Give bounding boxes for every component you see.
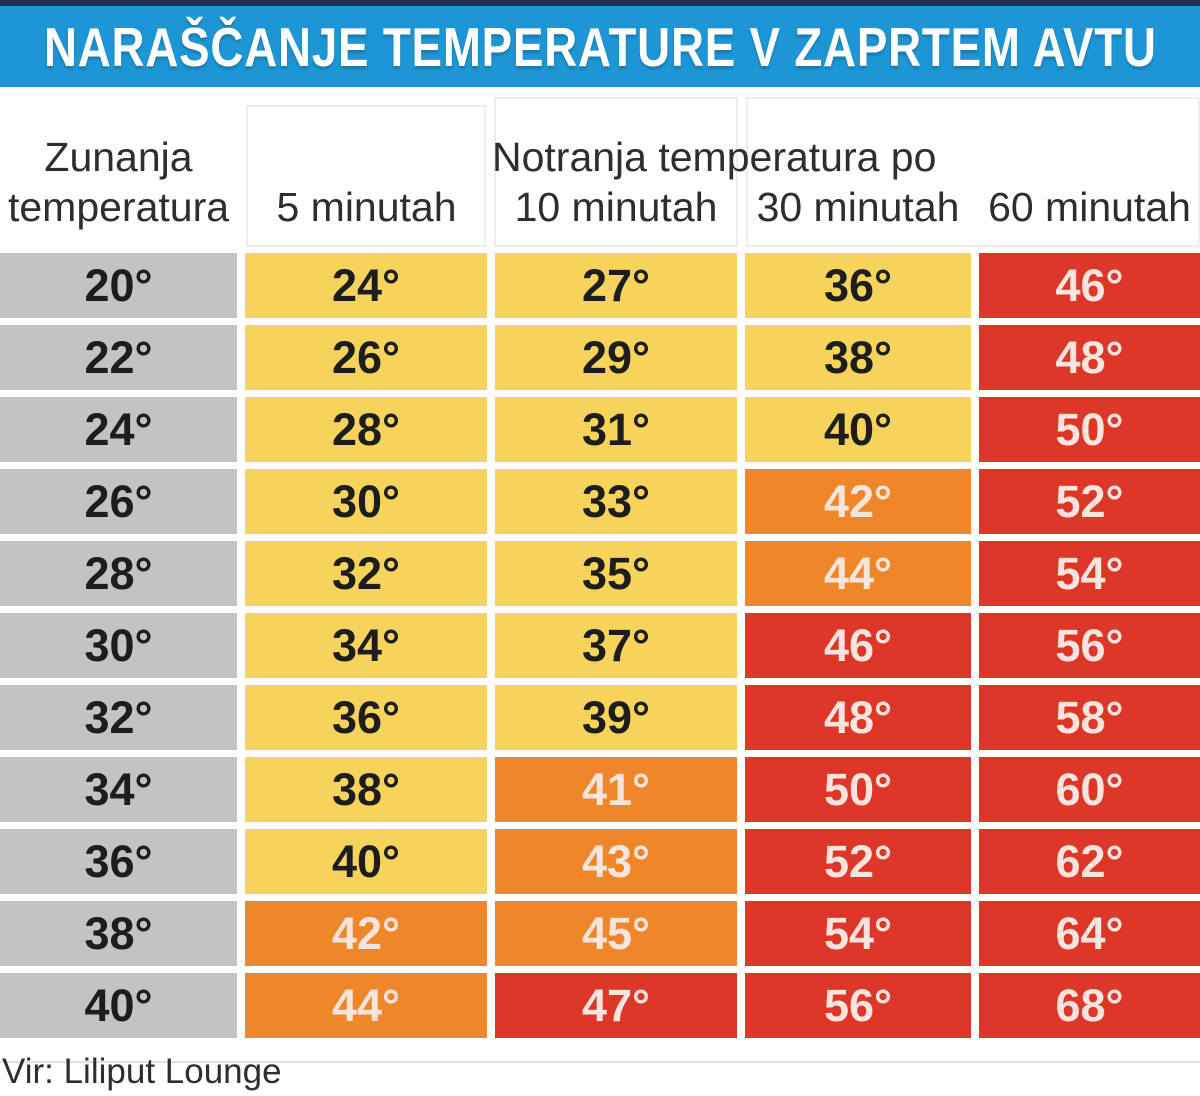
inner-temp-cell: 28° [245, 397, 487, 462]
inner-temp-cell: 56° [745, 973, 971, 1038]
inner-temp-cell: 45° [495, 901, 737, 966]
outside-temp-cell: 36° [0, 829, 237, 894]
header-card-30-60min [746, 97, 1200, 247]
col-header-5-minutah: 5 minutah [276, 184, 457, 230]
inner-temp-cell: 42° [745, 469, 971, 534]
outside-temp-cell: 20° [0, 253, 237, 318]
inner-temp-cell: 54° [745, 901, 971, 966]
inner-temp-cell: 48° [745, 685, 971, 750]
col-header-30-minutah: 30 minutah [756, 184, 960, 230]
inner-temp-cell: 60° [979, 757, 1200, 822]
outside-temp-cell: 28° [0, 541, 237, 606]
inner-temp-cell: 39° [495, 685, 737, 750]
outside-temp-cell: 34° [0, 757, 237, 822]
inner-temp-cell: 42° [245, 901, 487, 966]
inner-temp-cell: 68° [979, 973, 1200, 1038]
inner-temp-cell: 46° [745, 613, 971, 678]
inner-temp-cell: 52° [979, 469, 1200, 534]
temperature-table: 20° 24° 27° 36° 46° 22° 26° 29° 38° 48° 24° 28° 31° 4… [0, 253, 1200, 1038]
inner-temp-cell: 35° [495, 541, 737, 606]
outside-temp-cell: 38° [0, 901, 237, 966]
outside-temp-cell: 24° [0, 397, 237, 462]
inner-temp-cell: 43° [495, 829, 737, 894]
col-header-60-minutah: 60 minutah [988, 184, 1191, 230]
inside-temp-group-label: Notranja temperatura po [492, 134, 937, 180]
inner-temp-cell: 40° [745, 397, 971, 462]
outside-temp-column-header: Zunanja temperatura [0, 132, 237, 232]
inner-temp-cell: 47° [495, 973, 737, 1038]
outside-temp-cell: 32° [0, 685, 237, 750]
inner-temp-cell: 33° [495, 469, 737, 534]
inner-temp-cell: 46° [979, 253, 1200, 318]
inner-temp-cell: 54° [979, 541, 1200, 606]
inner-temp-cell: 44° [245, 973, 487, 1038]
inner-temp-cell: 50° [979, 397, 1200, 462]
header-card-5min [246, 105, 486, 247]
title-bar: NARAŠČANJE TEMPERATURE V ZAPRTEM AVTU [0, 6, 1200, 87]
inner-temp-cell: 29° [495, 325, 737, 390]
outside-temp-cell: 26° [0, 469, 237, 534]
col-header-10-minutah: 10 minutah [514, 184, 718, 230]
inner-temp-cell: 32° [245, 541, 487, 606]
inner-temp-cell: 34° [245, 613, 487, 678]
inner-temp-cell: 50° [745, 757, 971, 822]
outside-temp-cell: 40° [0, 973, 237, 1038]
inner-temp-cell: 41° [495, 757, 737, 822]
inner-temp-cell: 48° [979, 325, 1200, 390]
inner-temp-cell: 36° [245, 685, 487, 750]
inner-temp-cell: 24° [245, 253, 487, 318]
inner-temp-cell: 30° [245, 469, 487, 534]
outside-temp-cell: 22° [0, 325, 237, 390]
footer-divider [0, 1061, 1200, 1063]
inner-temp-cell: 38° [745, 325, 971, 390]
inner-temp-cell: 64° [979, 901, 1200, 966]
inner-temp-cell: 62° [979, 829, 1200, 894]
inner-temp-cell: 26° [245, 325, 487, 390]
inner-temp-cell: 31° [495, 397, 737, 462]
inner-temp-cell: 27° [495, 253, 737, 318]
outside-temp-label-line1: Zunanja [44, 134, 193, 180]
inner-temp-cell: 56° [979, 613, 1200, 678]
source-credit: Vir: Liliput Lounge [2, 1052, 282, 1091]
outside-temp-label-line2: temperatura [7, 184, 230, 230]
outside-temp-cell: 30° [0, 613, 237, 678]
inner-temp-cell: 52° [745, 829, 971, 894]
inner-temp-cell: 37° [495, 613, 737, 678]
header-card-10min [494, 97, 738, 247]
inner-temp-cell: 44° [745, 541, 971, 606]
inner-temp-cell: 36° [745, 253, 971, 318]
table-header: Zunanja temperatura Notranja temperatura… [0, 87, 1200, 253]
inner-temp-cell: 38° [245, 757, 487, 822]
top-accent-strip [0, 0, 1200, 6]
page-title: NARAŠČANJE TEMPERATURE V ZAPRTEM AVTU [43, 15, 1157, 78]
inner-temp-cell: 58° [979, 685, 1200, 750]
inner-temp-cell: 40° [245, 829, 487, 894]
